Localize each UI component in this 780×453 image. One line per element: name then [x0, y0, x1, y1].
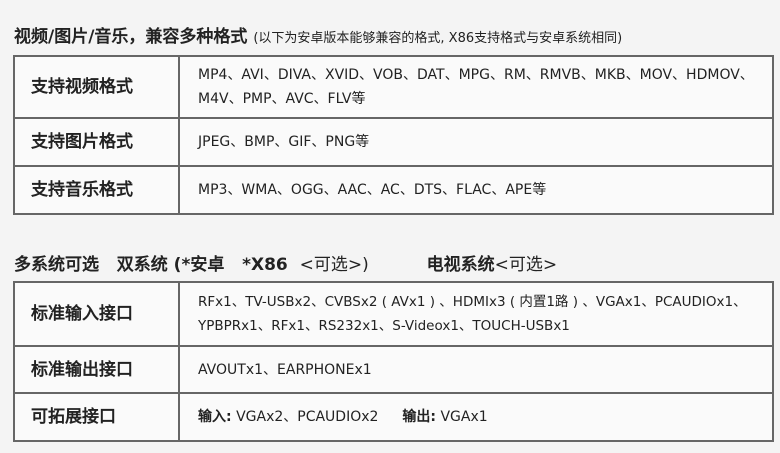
row-value: MP4、AVI、DIVA、XVID、VOB、DAT、MPG、RM、RMVB、MK…: [178, 55, 774, 119]
row-label: 支持图片格式: [13, 117, 180, 167]
title-part: 双系统 (*安卓: [116, 255, 225, 275]
section-title-systems: 多系统可选 双系统 (*安卓 *X86 <可选>) 电视系统<可选>: [14, 250, 557, 275]
row-value: JPEG、BMP、GIF、PNG等: [178, 117, 774, 167]
row-value: MP3、WMA、OGG、AAC、AC、DTS、FLAC、APE等: [178, 165, 774, 215]
title-note: (以下为安卓版本能够兼容的格式, X86支持格式与安卓系统相同): [253, 31, 623, 46]
input-value: VGAx2、PCAUDIOx2: [236, 409, 379, 425]
title-part: <可选>: [494, 255, 558, 275]
table-row: 支持视频格式 MP4、AVI、DIVA、XVID、VOB、DAT、MPG、RM、R…: [13, 55, 774, 119]
title-part: 电视系统: [426, 255, 495, 275]
row-label: 标准输入接口: [13, 281, 180, 347]
table-row: 标准输入接口 RFx1、TV-USBx2、CVBSx2 ( AVx1 ) 、HDM…: [13, 281, 774, 347]
section-title-formats: 视频/图片/音乐，兼容多种格式 (以下为安卓版本能够兼容的格式, X86支持格式…: [14, 22, 622, 47]
title-part: *X86: [242, 255, 288, 275]
title-part: <可选>): [299, 255, 369, 275]
title-part: 多系统可选: [14, 255, 99, 275]
row-label: 支持音乐格式: [13, 165, 180, 215]
table-row: 支持图片格式 JPEG、BMP、GIF、PNG等: [13, 117, 774, 167]
row-label: 支持视频格式: [13, 55, 180, 119]
table-row: 可拓展接口 输入: VGAx2、PCAUDIOx2 输出: VGAx1: [13, 392, 774, 442]
title-text: 视频/图片/音乐，兼容多种格式: [14, 27, 248, 47]
input-label: 输入:: [198, 409, 232, 425]
table-row: 支持音乐格式 MP3、WMA、OGG、AAC、AC、DTS、FLAC、APE等: [13, 165, 774, 215]
row-value: RFx1、TV-USBx2、CVBSx2 ( AVx1 ) 、HDMIx3 ( …: [178, 281, 774, 347]
row-label: 标准输出接口: [13, 345, 180, 394]
interfaces-table: 标准输入接口 RFx1、TV-USBx2、CVBSx2 ( AVx1 ) 、HDM…: [13, 281, 774, 442]
row-value: 输入: VGAx2、PCAUDIOx2 输出: VGAx1: [178, 392, 774, 442]
output-label: 输出:: [402, 409, 437, 425]
output-value: VGAx1: [440, 409, 488, 425]
row-label: 可拓展接口: [13, 392, 180, 442]
formats-table: 支持视频格式 MP4、AVI、DIVA、XVID、VOB、DAT、MPG、RM、R…: [13, 55, 774, 215]
table-row: 标准输出接口 AVOUTx1、EARPHONEx1: [13, 345, 774, 394]
row-value: AVOUTx1、EARPHONEx1: [178, 345, 774, 394]
